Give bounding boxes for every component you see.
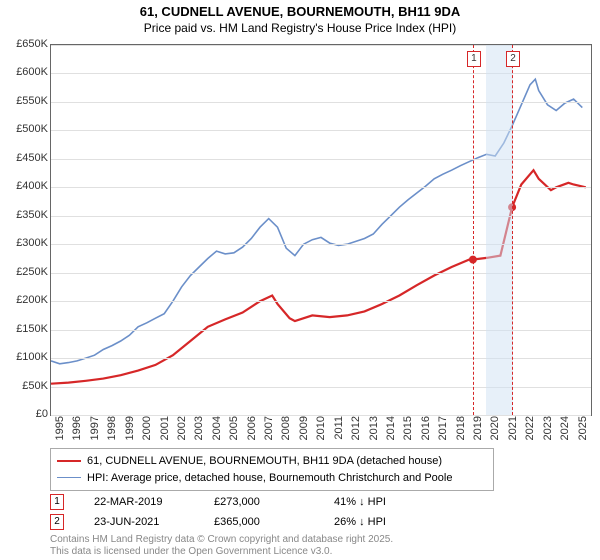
y-tick-label: £50K <box>4 380 48 392</box>
x-tick-label: 2011 <box>333 416 345 446</box>
y-tick-label: £150K <box>4 323 48 335</box>
x-tick-label: 2023 <box>542 416 554 446</box>
x-tick-label: 2003 <box>193 416 205 446</box>
x-tick-label: 2017 <box>437 416 449 446</box>
footer-line-1: Contains HM Land Registry data © Crown c… <box>50 534 393 546</box>
legend-swatch <box>57 460 81 462</box>
y-tick-label: £550K <box>4 95 48 107</box>
transaction-marker: 1 <box>50 494 64 510</box>
x-tick-label: 2002 <box>176 416 188 446</box>
x-tick-label: 2007 <box>263 416 275 446</box>
transaction-date: 23-JUN-2021 <box>94 516 184 528</box>
legend-row: 61, CUDNELL AVENUE, BOURNEMOUTH, BH11 9D… <box>57 453 487 470</box>
x-tick-label: 1998 <box>106 416 118 446</box>
chart-subtitle: Price paid vs. HM Land Registry's House … <box>0 21 600 39</box>
y-tick-label: £500K <box>4 123 48 135</box>
footer-line-2: This data is licensed under the Open Gov… <box>50 546 393 558</box>
x-tick-label: 2020 <box>489 416 501 446</box>
x-tick-label: 2013 <box>368 416 380 446</box>
legend-swatch <box>57 477 81 478</box>
y-tick-label: £400K <box>4 180 48 192</box>
transaction-price: £273,000 <box>214 496 304 508</box>
y-tick-label: £250K <box>4 266 48 278</box>
legend-text: HPI: Average price, detached house, Bour… <box>87 470 452 487</box>
y-tick-label: £450K <box>4 152 48 164</box>
x-tick-label: 2008 <box>280 416 292 446</box>
y-tick-label: £200K <box>4 294 48 306</box>
x-tick-label: 2012 <box>350 416 362 446</box>
legend-row: HPI: Average price, detached house, Bour… <box>57 470 487 487</box>
chart-title: 61, CUDNELL AVENUE, BOURNEMOUTH, BH11 9D… <box>0 0 600 21</box>
legend-text: 61, CUDNELL AVENUE, BOURNEMOUTH, BH11 9D… <box>87 453 442 470</box>
x-tick-label: 2005 <box>228 416 240 446</box>
transaction-row: 1 22-MAR-2019 £273,000 41% ↓ HPI <box>50 494 424 510</box>
transaction-marker: 2 <box>50 514 64 530</box>
plot-area: 12 <box>50 44 592 416</box>
x-tick-label: 2016 <box>420 416 432 446</box>
x-tick-label: 1997 <box>89 416 101 446</box>
x-tick-label: 2018 <box>455 416 467 446</box>
transaction-diff: 41% ↓ HPI <box>334 496 424 508</box>
y-tick-label: £650K <box>4 38 48 50</box>
x-tick-label: 2024 <box>559 416 571 446</box>
x-tick-label: 1999 <box>124 416 136 446</box>
x-tick-label: 2021 <box>507 416 519 446</box>
x-tick-label: 2010 <box>315 416 327 446</box>
marker-label: 1 <box>467 51 481 67</box>
x-tick-label: 2025 <box>577 416 589 446</box>
x-tick-label: 2009 <box>298 416 310 446</box>
x-tick-label: 2014 <box>385 416 397 446</box>
x-tick-label: 2000 <box>141 416 153 446</box>
x-tick-label: 2001 <box>159 416 171 446</box>
x-tick-label: 1995 <box>54 416 66 446</box>
transaction-date: 22-MAR-2019 <box>94 496 184 508</box>
x-tick-label: 2022 <box>524 416 536 446</box>
x-tick-label: 2006 <box>246 416 258 446</box>
y-tick-label: £350K <box>4 209 48 221</box>
transaction-row: 2 23-JUN-2021 £365,000 26% ↓ HPI <box>50 514 424 530</box>
transaction-price: £365,000 <box>214 516 304 528</box>
chart-container: 61, CUDNELL AVENUE, BOURNEMOUTH, BH11 9D… <box>0 0 600 560</box>
x-tick-label: 2015 <box>402 416 414 446</box>
marker-label: 2 <box>506 51 520 67</box>
footer-text: Contains HM Land Registry data © Crown c… <box>50 534 393 558</box>
y-tick-label: £300K <box>4 237 48 249</box>
x-tick-label: 1996 <box>71 416 83 446</box>
transactions-table: 1 22-MAR-2019 £273,000 41% ↓ HPI 2 23-JUN-202… <box>50 494 424 534</box>
y-tick-label: £600K <box>4 66 48 78</box>
y-tick-label: £100K <box>4 351 48 363</box>
legend-box: 61, CUDNELL AVENUE, BOURNEMOUTH, BH11 9D… <box>50 448 494 491</box>
transaction-diff: 26% ↓ HPI <box>334 516 424 528</box>
x-tick-label: 2019 <box>472 416 484 446</box>
x-tick-label: 2004 <box>211 416 223 446</box>
y-tick-label: £0 <box>4 408 48 420</box>
